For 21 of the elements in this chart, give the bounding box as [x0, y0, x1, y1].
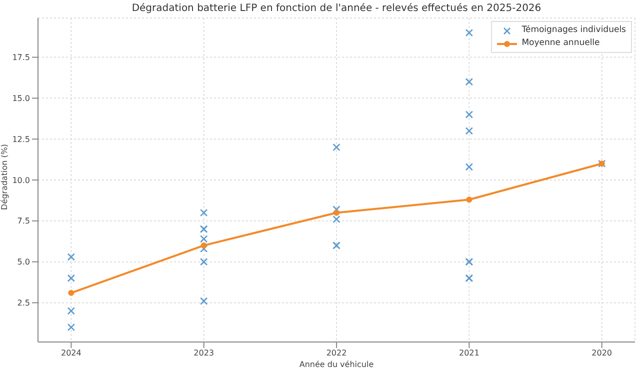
point: [466, 196, 472, 203]
y-tick-label: 5.0: [17, 258, 30, 267]
y-tick-label: 15.0: [12, 94, 30, 104]
point: [334, 210, 340, 216]
y-tick-label: 2.5: [17, 298, 30, 308]
point: [200, 242, 207, 248]
x-tick-label: 2022: [326, 348, 347, 358]
y-tick-label: 7.5: [17, 216, 30, 226]
y-tick-label: 17.5: [12, 53, 30, 62]
x-tick-label: 2024: [60, 348, 82, 358]
chart-title: Dégradation batterie LFP en fonction de l'année - relevés effectués en 2025-2026: [130, 3, 542, 14]
x-axis-title: Année du véhicule: [299, 360, 374, 369]
y-axis-title: Dégradation (%): [0, 144, 9, 210]
y-tick-label: 10.0: [12, 176, 30, 185]
point: [68, 290, 74, 296]
y-tick-label: 12.5: [12, 134, 30, 144]
x-tick-label: 2020: [592, 348, 612, 358]
legend-label: Témoignages individuels: [522, 24, 626, 37]
legend-label: Moyenne annuelle: [522, 37, 600, 50]
x-tick-label: 2023: [194, 348, 214, 358]
x-tick-label: 2021: [458, 348, 480, 358]
